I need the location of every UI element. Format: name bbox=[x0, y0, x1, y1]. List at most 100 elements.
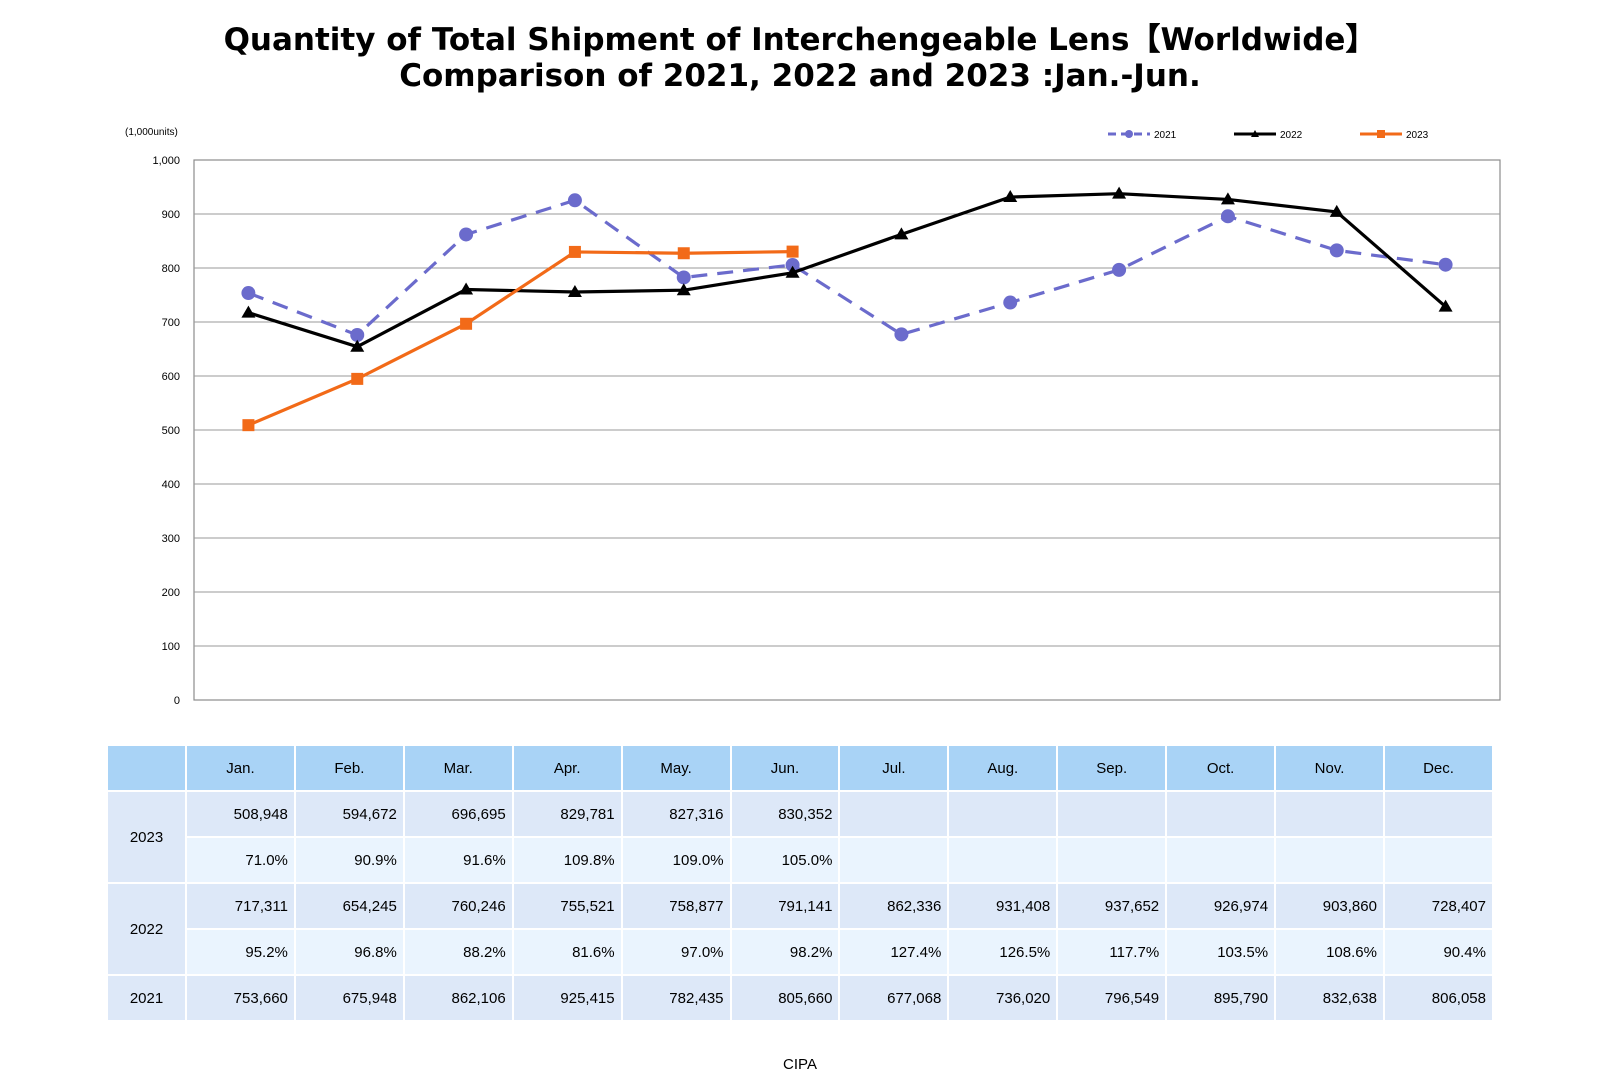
pct-cell bbox=[840, 838, 948, 882]
value-cell: 508,948 bbox=[187, 792, 294, 836]
value-cell: 736,020 bbox=[949, 976, 1057, 1020]
data-point-circle bbox=[350, 327, 365, 342]
pct-cell: 103.5% bbox=[1167, 930, 1275, 974]
value-cell: 755,521 bbox=[513, 884, 621, 928]
data-point-circle bbox=[785, 257, 800, 272]
data-point-circle bbox=[567, 193, 582, 208]
data-point-triangle bbox=[1220, 192, 1235, 205]
value-cell: 728,407 bbox=[1384, 884, 1492, 928]
data-point-square bbox=[568, 245, 581, 258]
legend-label: 2021 bbox=[1154, 130, 1177, 141]
value-cell: 654,245 bbox=[295, 884, 403, 928]
value-cell: 925,415 bbox=[513, 976, 621, 1020]
value-cell: 806,058 bbox=[1384, 976, 1492, 1020]
data-point-triangle bbox=[241, 305, 256, 318]
value-cell: 796,549 bbox=[1058, 976, 1166, 1020]
value-cell: 791,141 bbox=[731, 884, 839, 928]
value-cell bbox=[1276, 792, 1383, 836]
pct-cell: 88.2% bbox=[404, 930, 512, 974]
value-cell: 677,068 bbox=[840, 976, 948, 1020]
data-point-triangle bbox=[676, 283, 691, 296]
value-cell: 758,877 bbox=[622, 884, 730, 928]
year-label-2023: 2023 bbox=[108, 792, 185, 882]
y-tick-label: 700 bbox=[162, 317, 180, 329]
value-cell: 760,246 bbox=[404, 884, 512, 928]
y-tick-label: 800 bbox=[162, 263, 180, 275]
data-point-circle bbox=[1125, 130, 1133, 138]
year-label-2022: 2022 bbox=[108, 884, 185, 974]
data-point-square bbox=[677, 247, 690, 260]
data-point-triangle bbox=[894, 227, 909, 240]
value-cell: 696,695 bbox=[404, 792, 512, 836]
month-header: Jul. bbox=[840, 746, 948, 790]
data-point-circle bbox=[241, 286, 256, 301]
y-tick-label: 100 bbox=[162, 641, 180, 653]
data-point-square bbox=[242, 419, 255, 432]
table-row-2022-pct: 95.2% 96.8% 88.2% 81.6% 97.0% 98.2% 127.… bbox=[108, 930, 1492, 974]
data-point-triangle bbox=[1112, 186, 1127, 199]
chart-title-line2: Comparison of 2021, 2022 and 2023 :Jan.-… bbox=[399, 58, 1201, 94]
legend-item-2022: 2022 bbox=[1234, 130, 1303, 141]
legend-label: 2023 bbox=[1406, 130, 1429, 141]
table-corner-cell bbox=[108, 746, 185, 790]
pct-cell: 90.4% bbox=[1384, 930, 1492, 974]
value-cell bbox=[1384, 792, 1492, 836]
value-cell: 862,106 bbox=[404, 976, 512, 1020]
pct-cell bbox=[1167, 838, 1275, 882]
pct-cell: 109.0% bbox=[622, 838, 730, 882]
pct-cell: 90.9% bbox=[295, 838, 403, 882]
value-cell: 931,408 bbox=[949, 884, 1057, 928]
month-header: Dec. bbox=[1384, 746, 1492, 790]
pct-cell bbox=[1384, 838, 1492, 882]
data-point-circle bbox=[1220, 209, 1235, 224]
table-row-2022-values: 2022 717,311 654,245 760,246 755,521 758… bbox=[108, 884, 1492, 974]
series-2023 bbox=[242, 245, 799, 432]
month-header: Sep. bbox=[1058, 746, 1166, 790]
table-row-2023-pct: 71.0% 90.9% 91.6% 109.8% 109.0% 105.0% bbox=[108, 838, 1492, 882]
pct-cell: 96.8% bbox=[295, 930, 403, 974]
series-line-2021 bbox=[247, 198, 1446, 337]
month-header: Aug. bbox=[949, 746, 1057, 790]
pct-cell: 91.6% bbox=[404, 838, 512, 882]
y-tick-label: 900 bbox=[162, 209, 180, 221]
data-point-square bbox=[1377, 130, 1385, 138]
value-cell: 862,336 bbox=[840, 884, 948, 928]
pct-cell: 95.2% bbox=[187, 930, 294, 974]
pct-cell: 97.0% bbox=[622, 930, 730, 974]
month-header: Feb. bbox=[295, 746, 403, 790]
value-cell: 937,652 bbox=[1058, 884, 1166, 928]
month-header: Nov. bbox=[1276, 746, 1383, 790]
pct-cell: 117.7% bbox=[1058, 930, 1166, 974]
data-table: Jan. Feb. Mar. Apr. May. Jun. Jul. Aug. … bbox=[106, 744, 1494, 1022]
value-cell: 832,638 bbox=[1276, 976, 1383, 1020]
y-axis-unit-label: (1,000units) bbox=[125, 127, 178, 138]
table-row-2021-values: 2021 753,660 675,948 862,106 925,415 782… bbox=[108, 976, 1492, 1020]
value-cell: 926,974 bbox=[1167, 884, 1275, 928]
y-tick-label: 1,000 bbox=[152, 155, 180, 167]
y-tick-label: 500 bbox=[162, 425, 180, 437]
pct-cell bbox=[949, 838, 1057, 882]
data-point-triangle bbox=[1438, 299, 1453, 312]
data-point-circle bbox=[1112, 262, 1127, 277]
y-tick-label: 600 bbox=[162, 371, 180, 383]
source-label: CIPA bbox=[783, 1056, 817, 1073]
data-point-square bbox=[351, 372, 364, 385]
data-point-square bbox=[786, 245, 799, 258]
series-layer bbox=[241, 186, 1453, 432]
value-cell bbox=[1058, 792, 1166, 836]
month-header: May. bbox=[622, 746, 730, 790]
series-line-2023 bbox=[247, 250, 793, 427]
pct-cell: 105.0% bbox=[731, 838, 839, 882]
data-point-square bbox=[460, 317, 473, 330]
year-label-2021: 2021 bbox=[108, 976, 185, 1020]
series-2022 bbox=[241, 186, 1453, 352]
value-cell: 903,860 bbox=[1276, 884, 1383, 928]
month-header: Oct. bbox=[1167, 746, 1275, 790]
data-point-triangle bbox=[1003, 190, 1018, 203]
table-header-row: Jan. Feb. Mar. Apr. May. Jun. Jul. Aug. … bbox=[108, 746, 1492, 790]
legend-item-2021: 2021 bbox=[1108, 130, 1177, 141]
data-point-circle bbox=[1003, 295, 1018, 310]
data-point-circle bbox=[1438, 257, 1453, 272]
table-row-2023-values: 2023 508,948 594,672 696,695 829,781 827… bbox=[108, 792, 1492, 882]
pct-cell: 126.5% bbox=[949, 930, 1057, 974]
